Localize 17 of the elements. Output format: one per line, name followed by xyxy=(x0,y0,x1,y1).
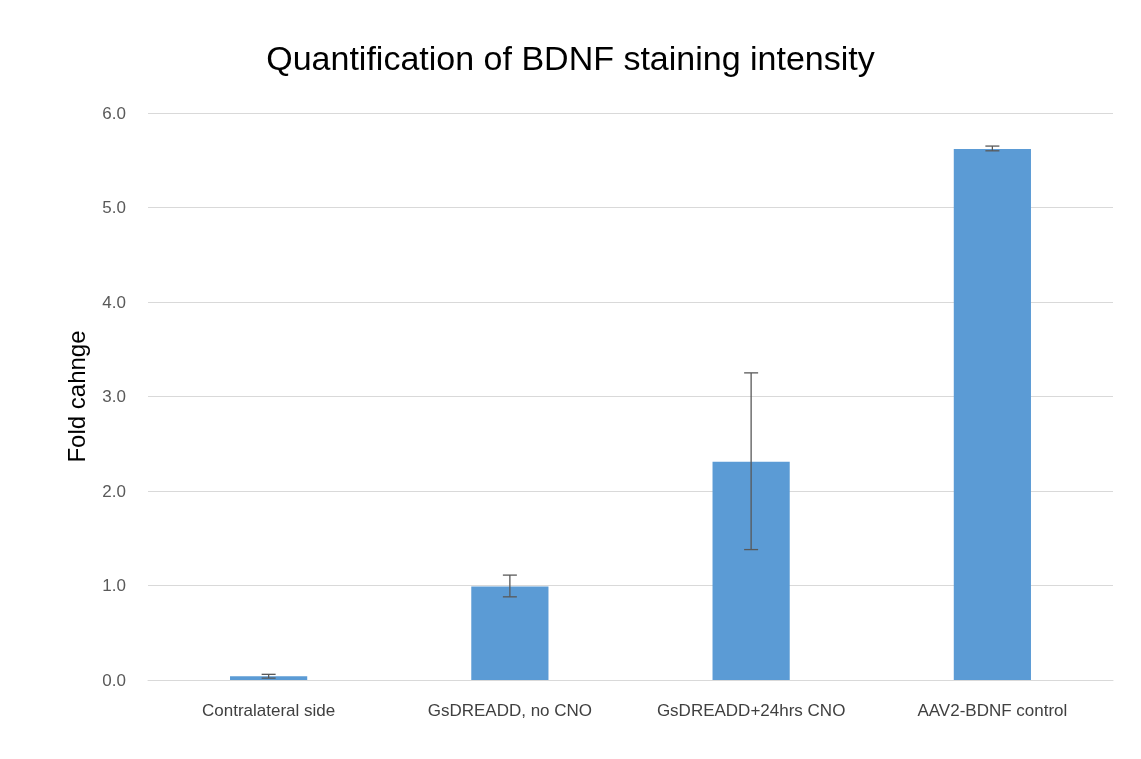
y-tick-label: 0.0 xyxy=(102,670,126,690)
chart-title: Quantification of BDNF staining intensity xyxy=(266,39,875,77)
y-tick-label: 1.0 xyxy=(102,576,126,595)
x-tick-label: Contralateral side xyxy=(202,701,336,720)
y-tick-label: 2.0 xyxy=(102,481,126,501)
x-tick-label: AAV2-BDNF control xyxy=(917,701,1068,720)
y-tick-label: 3.0 xyxy=(102,387,126,406)
bar xyxy=(712,461,790,680)
x-tick-label: GsDREADD, no CNO xyxy=(427,701,593,720)
y-tick-label: 4.0 xyxy=(102,292,126,312)
bar xyxy=(953,148,1031,680)
y-axis-title: Fold cahnge xyxy=(62,330,90,463)
bar xyxy=(230,676,308,680)
x-tick-label: GsDREADD+24hrs CNO xyxy=(656,701,846,720)
y-tick-label: 6.0 xyxy=(102,103,126,123)
y-tick-label: 5.0 xyxy=(102,198,126,217)
bar xyxy=(471,586,549,680)
